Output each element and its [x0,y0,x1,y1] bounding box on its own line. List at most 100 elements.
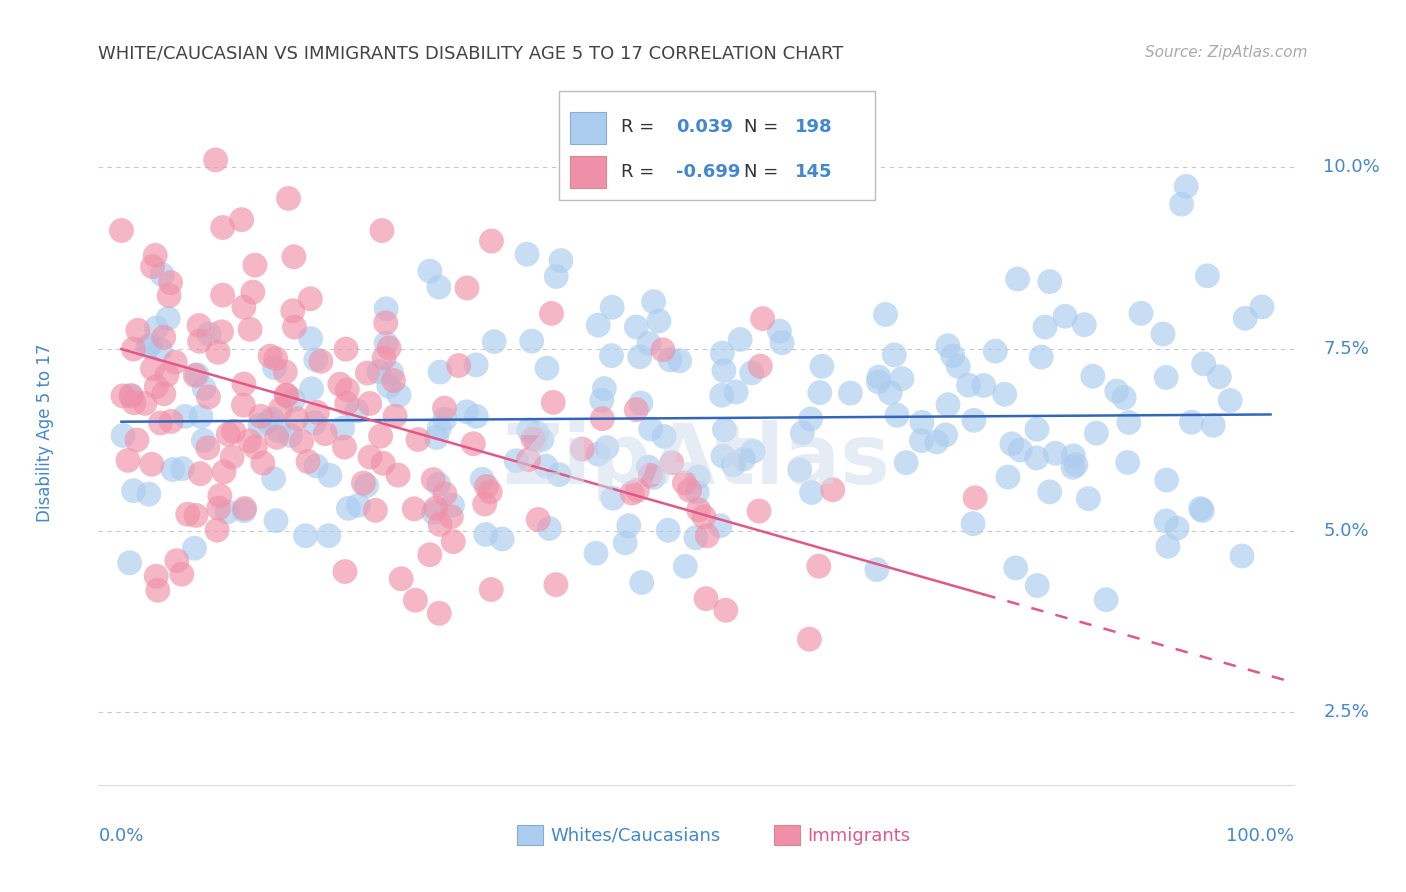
Text: Source: ZipAtlas.com: Source: ZipAtlas.com [1144,45,1308,60]
Point [389,572,412,586]
Point [997,470,1019,484]
Point [291,434,314,449]
Point [441,534,464,549]
Point [626,402,648,417]
Bar [517,825,543,845]
Point [770,335,793,350]
Point [174,409,197,424]
Point [984,344,1007,359]
Point [742,444,765,458]
Point [198,326,221,341]
Point [136,340,159,354]
Point [283,250,305,264]
Point [217,505,239,519]
Point [1114,391,1136,405]
Point [233,501,256,516]
Point [211,288,233,302]
Point [693,509,716,524]
Point [571,442,593,456]
Point [157,311,180,326]
Point [910,434,932,448]
Point [925,434,948,449]
Point [1105,384,1128,398]
Point [1026,422,1049,436]
Point [1189,501,1212,516]
Point [125,433,148,447]
Point [370,429,392,443]
Point [800,485,823,500]
Point [433,487,456,501]
Point [1081,369,1104,384]
Point [808,385,831,400]
Point [425,431,447,445]
Point [643,470,665,484]
Point [231,212,253,227]
Point [1004,561,1026,575]
Point [145,569,167,583]
Point [479,484,502,499]
Text: Immigrants: Immigrants [807,827,910,845]
Point [211,325,233,339]
Point [373,351,395,365]
Point [111,389,134,403]
Point [520,334,543,348]
Point [548,467,571,482]
Point [378,341,401,355]
Point [120,388,142,402]
Point [274,365,297,379]
Point [165,355,187,369]
Point [352,476,374,491]
Point [146,583,169,598]
Point [1166,521,1188,535]
Point [659,352,682,367]
Point [427,421,450,435]
Point [305,458,328,473]
Point [263,360,285,375]
Point [188,467,211,481]
Point [371,223,394,237]
Point [630,396,652,410]
Point [276,388,298,402]
Point [447,359,470,373]
Point [429,517,451,532]
Point [1234,311,1257,326]
Point [868,370,890,384]
Point [1219,393,1241,408]
Point [197,390,219,404]
Point [643,294,665,309]
Point [318,528,340,542]
Point [657,523,679,537]
Point [600,301,623,315]
Point [166,554,188,568]
Point [821,483,844,497]
Point [1039,275,1062,289]
Point [628,350,651,364]
Point [333,440,356,454]
Point [1197,268,1219,283]
Point [728,333,751,347]
Point [585,546,607,560]
Point [800,412,823,426]
Text: 7.5%: 7.5% [1323,340,1369,358]
Point [212,465,235,479]
Point [142,260,165,274]
Point [723,458,745,472]
Point [269,402,291,417]
Point [711,449,734,463]
Point [374,316,396,330]
Point [359,396,381,410]
Point [602,491,624,506]
Point [319,468,342,483]
Point [792,425,814,440]
Point [419,264,441,278]
Point [1085,426,1108,441]
Point [153,387,176,401]
Point [193,381,215,395]
Point [1045,446,1067,460]
Point [134,396,156,410]
Point [1031,350,1053,364]
Point [741,366,763,380]
Point [294,529,316,543]
Point [484,334,506,349]
Point [883,348,905,362]
